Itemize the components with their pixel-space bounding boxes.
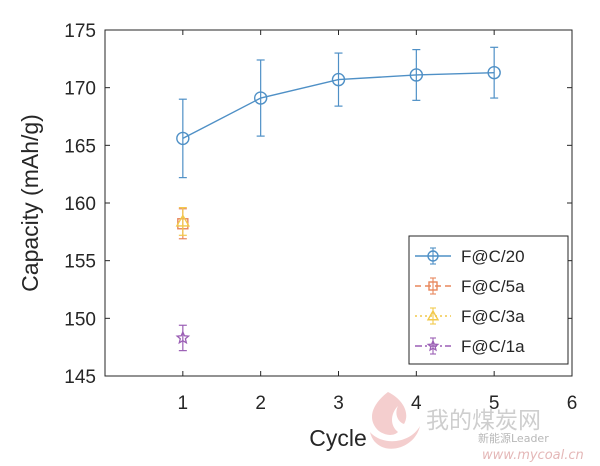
data-point <box>175 214 191 227</box>
legend: F@C/20 F@C/5a F@C/3a F@C/1a <box>408 235 569 365</box>
watermark-account: 新能源Leader <box>478 431 549 445</box>
data-point <box>487 65 501 80</box>
data-point <box>409 68 424 82</box>
x-axis-title: Cycle <box>309 425 367 451</box>
legend-label: F@C/5a <box>461 277 525 296</box>
flame-logo-icon <box>370 392 420 449</box>
legend-entry-2: F@C/3a <box>415 307 525 326</box>
y-tick-label: 145 <box>64 367 96 388</box>
data-point <box>331 72 346 87</box>
legend-marker <box>426 339 440 352</box>
legend-entry-1: F@C/5a <box>415 277 525 296</box>
legend-marker <box>426 309 440 321</box>
watermark-url: www.mycoal.cn <box>482 448 584 463</box>
y-tick-label: 165 <box>64 136 96 157</box>
x-tick-label: 4 <box>411 393 422 414</box>
x-tick-label: 3 <box>333 393 344 414</box>
legend-marker <box>428 281 438 291</box>
data-point <box>175 330 191 345</box>
watermark-site-name: 我的煤炭网 <box>426 408 541 434</box>
series-2 <box>175 207 191 236</box>
x-tick-label: 1 <box>178 393 189 414</box>
x-tick-label: 6 <box>567 393 578 414</box>
watermark: 我的煤炭网 新能源Leader www.mycoal.cn <box>370 392 584 463</box>
y-tick-label: 175 <box>64 21 96 42</box>
x-tick-label: 2 <box>255 393 266 414</box>
y-tick-label: 170 <box>64 79 96 100</box>
legend-label: F@C/1a <box>461 337 525 356</box>
legend-entry-0: F@C/20 <box>415 247 525 266</box>
series-0 <box>176 46 501 179</box>
legend-marker <box>427 250 439 262</box>
y-tick-label: 150 <box>64 309 96 330</box>
y-tick-label: 160 <box>64 194 96 215</box>
x-tick-label: 5 <box>489 393 500 414</box>
series-layer <box>175 46 501 352</box>
y-axis-title: Capacity (mAh/g) <box>17 114 43 292</box>
data-point <box>176 131 190 146</box>
series-3 <box>175 324 191 352</box>
data-point <box>253 91 268 105</box>
y-tick-label: 155 <box>64 252 96 273</box>
legend-label: F@C/3a <box>461 307 525 326</box>
legend-label: F@C/20 <box>461 247 525 266</box>
legend-box <box>408 235 569 365</box>
axis-ticks: 1 2 3 4 5 6 145 150 155 160 165 170 175 <box>64 21 577 414</box>
legend-entry-3: F@C/1a <box>415 337 525 356</box>
